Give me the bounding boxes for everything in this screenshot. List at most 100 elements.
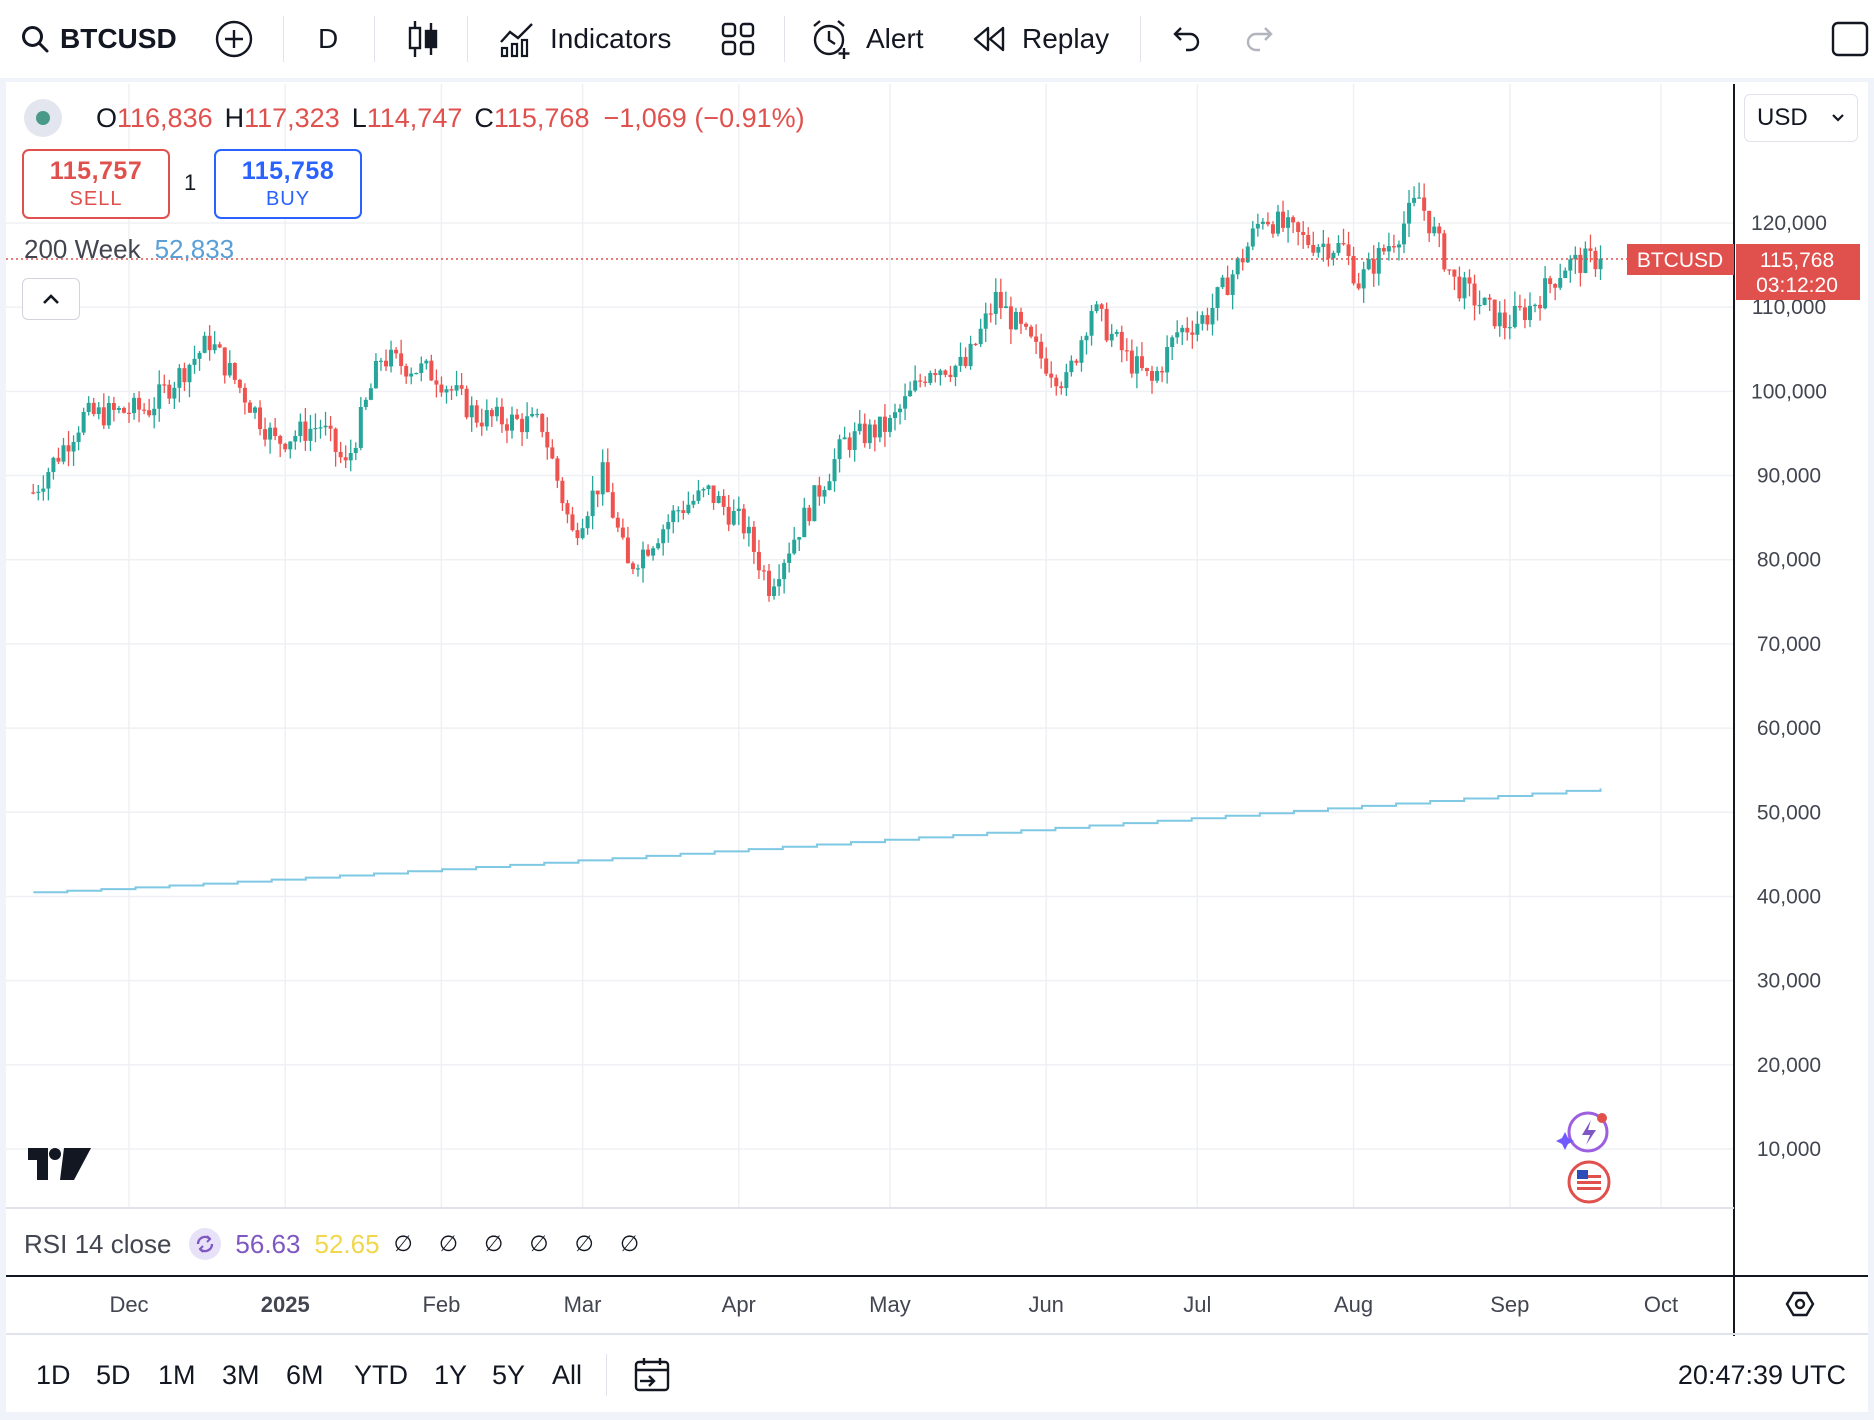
candle: [41, 475, 46, 501]
ai-assistant-icon[interactable]: [1556, 1111, 1609, 1153]
candle: [1512, 291, 1517, 329]
candle: [1356, 272, 1361, 291]
candle: [414, 372, 419, 375]
candle: [1341, 228, 1346, 246]
candle: [1024, 322, 1029, 330]
candle: [258, 400, 263, 436]
replay-button[interactable]: Replay: [972, 0, 1109, 78]
range-button-1d[interactable]: 1D: [36, 1359, 71, 1390]
candle: [852, 422, 857, 462]
candle: [1462, 271, 1467, 310]
redo-button[interactable]: [1244, 0, 1278, 78]
candle: [918, 373, 923, 388]
chart-type-button[interactable]: [406, 0, 440, 78]
candle: [761, 565, 766, 581]
candle: [121, 406, 126, 414]
market-status-icon[interactable]: [24, 99, 62, 137]
sell-button[interactable]: 115,757 SELL: [22, 149, 170, 219]
symbol-search[interactable]: BTCUSD: [20, 0, 177, 78]
range-button-1y[interactable]: 1Y: [434, 1359, 468, 1390]
range-button-5d[interactable]: 5D: [96, 1359, 131, 1390]
order-quantity[interactable]: 1: [184, 170, 197, 195]
rsi-legend[interactable]: RSI 14 close 56.63 52.65 ∅ ∅ ∅ ∅ ∅ ∅: [24, 1222, 649, 1266]
candle: [943, 369, 948, 378]
candle: [847, 432, 852, 458]
candle: [187, 363, 192, 398]
candle: [590, 476, 595, 530]
rsi-loading-icon: [189, 1228, 222, 1260]
alert-button[interactable]: Alert: [810, 0, 924, 78]
candle: [1472, 274, 1477, 321]
candle: [1401, 211, 1406, 254]
candle: [797, 536, 802, 551]
candle: [1114, 329, 1119, 337]
buy-button[interactable]: 115,758 BUY: [214, 149, 362, 219]
currency-value: USD: [1757, 104, 1808, 131]
toolbar-divider: [374, 16, 375, 62]
candle: [394, 347, 399, 359]
candle: [953, 364, 958, 387]
range-button-all[interactable]: All: [552, 1359, 583, 1390]
chart-panel[interactable]: [6, 82, 1868, 1412]
candle: [1351, 246, 1356, 286]
candle: [449, 385, 454, 401]
candle: [646, 544, 651, 557]
candle: [625, 526, 630, 564]
candle: [575, 522, 580, 546]
candle: [389, 340, 394, 373]
range-button-ytd[interactable]: YTD: [354, 1359, 408, 1390]
candle: [101, 393, 106, 429]
y-tick-label: 50,000: [1757, 801, 1821, 824]
time-axis-settings-button[interactable]: [1785, 1291, 1815, 1317]
fullscreen-icon: [1831, 21, 1869, 57]
x-tick-label: Jul: [1183, 1292, 1211, 1317]
date-range-button[interactable]: [632, 1352, 672, 1398]
candle: [1467, 269, 1472, 297]
candle: [273, 417, 278, 441]
x-tick-label: May: [869, 1292, 911, 1317]
undo-button[interactable]: [1168, 0, 1202, 78]
candle: [474, 399, 479, 428]
fullscreen-button[interactable]: [1830, 0, 1870, 78]
candle: [484, 399, 489, 431]
candle: [1301, 221, 1306, 249]
utc-clock[interactable]: 20:47:39 UTC: [1677, 1359, 1846, 1390]
range-button-1m[interactable]: 1M: [158, 1359, 196, 1390]
candle: [530, 407, 535, 418]
candle: [328, 416, 333, 442]
x-tick-label: Sep: [1490, 1292, 1529, 1317]
candle: [1276, 204, 1280, 237]
candle: [454, 370, 459, 397]
ma-legend[interactable]: 200 Week 52,833: [24, 234, 234, 265]
ma-value: 52,833: [154, 234, 235, 264]
candle: [479, 408, 484, 436]
tradingview-logo: [28, 1148, 91, 1180]
candle: [1573, 246, 1578, 274]
candle: [1225, 265, 1230, 296]
candle: [494, 397, 499, 422]
layout-button[interactable]: [720, 0, 756, 78]
candle: [1422, 183, 1427, 221]
candle: [1538, 295, 1543, 321]
candle: [867, 419, 872, 450]
range-button-3m[interactable]: 3M: [222, 1359, 260, 1390]
last-price-tag: BTCUSD 115,768 03:12:20: [1627, 244, 1860, 300]
collapse-legend-button[interactable]: [22, 278, 80, 320]
interval-button[interactable]: D: [318, 23, 339, 54]
range-button-6m[interactable]: 6M: [286, 1359, 324, 1390]
range-button-5y[interactable]: 5Y: [492, 1359, 526, 1390]
close-key: C: [474, 102, 494, 133]
candle: [862, 413, 867, 448]
compare-button[interactable]: [214, 0, 254, 78]
y-tick-label: 90,000: [1757, 465, 1821, 488]
candle: [46, 467, 51, 501]
indicators-button[interactable]: Indicators: [498, 0, 671, 78]
us-flag-icon: [1567, 1160, 1611, 1204]
y-tick-label: 60,000: [1757, 717, 1821, 740]
currency-select[interactable]: USD: [1744, 94, 1858, 142]
candle: [1396, 240, 1401, 261]
y-tick-label: 100,000: [1751, 380, 1827, 403]
candle: [212, 331, 217, 354]
change-value: −1,069 (−0.91%): [603, 102, 805, 133]
